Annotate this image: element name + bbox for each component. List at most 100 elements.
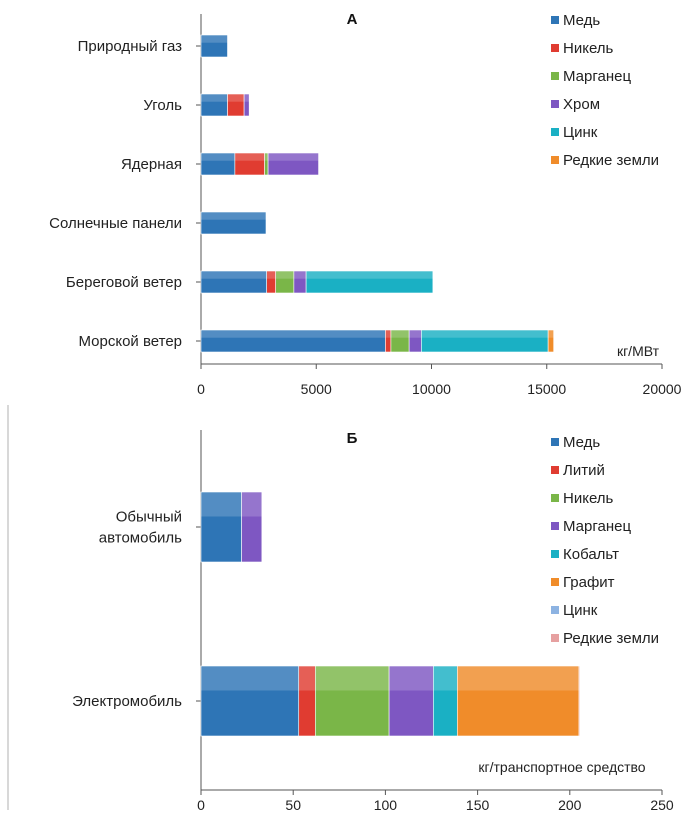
legend-swatch xyxy=(551,16,559,24)
bar-segment-highlight xyxy=(201,153,235,161)
legend-swatch xyxy=(551,128,559,136)
bar-segment-highlight xyxy=(201,666,299,691)
x-tick-label: 20000 xyxy=(643,381,682,397)
chart-title: Б xyxy=(347,430,358,447)
category-label: Природный газ xyxy=(78,38,183,55)
legend-swatch xyxy=(551,578,559,586)
legend-label: Хром xyxy=(563,96,600,113)
bar-segment-highlight xyxy=(385,330,391,338)
x-tick-label: 0 xyxy=(197,381,205,397)
bar-segment xyxy=(388,665,434,737)
bar-segment xyxy=(243,93,250,117)
category-label: Береговой ветер xyxy=(66,274,182,291)
legend-label: Марганец xyxy=(563,518,631,535)
legend-label: Никель xyxy=(563,40,614,57)
legend-label: Цинк xyxy=(563,602,598,619)
bar-segment-highlight xyxy=(201,35,228,43)
x-tick-label: 250 xyxy=(650,797,674,813)
bar-segment xyxy=(457,665,580,737)
bar-segment-highlight xyxy=(390,330,410,338)
bar-segment-highlight xyxy=(227,94,245,102)
bar-segment-highlight xyxy=(275,271,294,279)
bar-segment-highlight xyxy=(201,212,267,220)
legend-label: Литий xyxy=(563,462,605,479)
x-tick-label: 15000 xyxy=(527,381,566,397)
category-label: Уголь xyxy=(143,97,182,114)
unit-label: кг/транспортное средство xyxy=(478,759,645,775)
category-label-line: Ядерная xyxy=(121,156,182,173)
category-label-line: Морской ветер xyxy=(79,333,183,350)
bar-segment-highlight xyxy=(201,492,242,517)
x-tick-label: 5000 xyxy=(301,381,332,397)
bar-segment-highlight xyxy=(201,271,267,279)
bar-segment-highlight xyxy=(266,271,276,279)
bar-segment-highlight xyxy=(389,666,434,691)
legend-swatch xyxy=(551,634,559,642)
category-label: Солнечные панели xyxy=(49,215,182,232)
bar-segment-highlight xyxy=(315,666,390,691)
x-tick-label: 10000 xyxy=(412,381,451,397)
bar-segment-highlight xyxy=(409,330,422,338)
legend-swatch xyxy=(551,466,559,474)
legend-label: Кобальт xyxy=(563,546,619,563)
bar-segment xyxy=(241,491,263,563)
legend-swatch xyxy=(551,522,559,530)
legend-swatch xyxy=(551,72,559,80)
bar-segment-highlight xyxy=(201,94,228,102)
unit-label: кг/МВт xyxy=(617,343,660,359)
category-label-line: Береговой ветер xyxy=(66,274,182,291)
category-label: Обычный автомобиль xyxy=(99,509,182,547)
category-label-line: Солнечные панели xyxy=(49,215,182,232)
legend-label: Графит xyxy=(563,574,615,591)
bar-segment-highlight xyxy=(293,271,307,279)
legend-label: Марганец xyxy=(563,68,631,85)
legend-label: Медь xyxy=(563,12,600,29)
bar-segment-highlight xyxy=(201,330,386,338)
x-tick-label: 0 xyxy=(197,797,205,813)
legend-label: Медь xyxy=(563,434,600,451)
chart-title: А xyxy=(347,11,358,28)
bar-segment xyxy=(267,152,319,176)
bar-segment-highlight xyxy=(306,271,433,279)
legend-swatch xyxy=(551,438,559,446)
bar-segment xyxy=(547,329,554,353)
legend-swatch xyxy=(551,494,559,502)
x-tick-label: 150 xyxy=(466,797,490,813)
bar-segment xyxy=(305,270,434,294)
category-label-line: автомобиль xyxy=(99,530,182,547)
bar-segment-highlight xyxy=(268,153,319,161)
category-label: Морской ветер xyxy=(79,333,183,350)
bar-segment xyxy=(200,491,242,563)
category-label: Электромобиль xyxy=(72,693,182,710)
bar-segment-highlight xyxy=(241,492,262,517)
category-label-line: Обычный xyxy=(116,509,182,526)
legend-label: Редкие земли xyxy=(563,152,659,169)
bar-segment xyxy=(578,665,581,737)
category-label-line: Уголь xyxy=(143,97,182,114)
chart-panel-b: 0 50 100 150 200 250 Обычный автомобиль Электром… xyxy=(72,430,674,813)
bar-segment-highlight xyxy=(298,666,316,691)
category-label: Ядерная xyxy=(121,156,182,173)
legend-swatch xyxy=(551,44,559,52)
legend-label: Редкие земли xyxy=(563,630,659,647)
category-label-line: Природный газ xyxy=(78,38,183,55)
bar-segment xyxy=(200,34,228,58)
bar-segment-highlight xyxy=(457,666,580,691)
bar-segment-highlight xyxy=(579,666,580,691)
x-tick-label: 100 xyxy=(374,797,398,813)
legend-swatch xyxy=(551,550,559,558)
bar-segment-highlight xyxy=(548,330,554,338)
legend-label: Никель xyxy=(563,490,614,507)
x-tick-label: 200 xyxy=(558,797,582,813)
chart-panel-a: 0 5000 10000 15000 20000 Природный газ Уголь Яд… xyxy=(49,11,682,397)
bar-segment xyxy=(315,665,390,737)
legend-swatch xyxy=(551,156,559,164)
bar-segment xyxy=(200,665,300,737)
bar-segment-highlight xyxy=(421,330,549,338)
bar-segment-highlight xyxy=(244,94,250,102)
x-tick-label: 50 xyxy=(285,797,301,813)
legend-label: Цинк xyxy=(563,124,598,141)
bar-segment-highlight xyxy=(264,153,269,161)
bar-segment-highlight xyxy=(234,153,265,161)
